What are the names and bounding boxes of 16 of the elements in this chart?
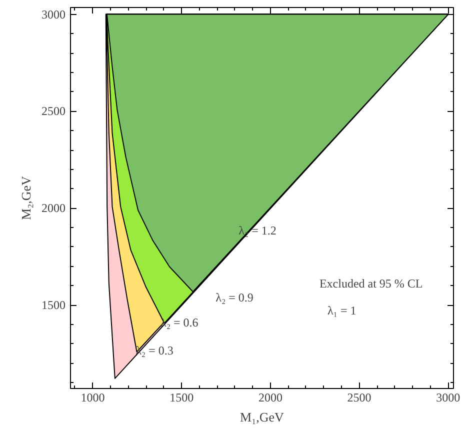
annotation: λ₂ = 0.6 bbox=[160, 316, 198, 330]
x-tick-label: 3000 bbox=[436, 390, 460, 404]
annotation: λ₂ = 0.9 bbox=[216, 290, 254, 304]
y-tick-label: 1500 bbox=[42, 298, 66, 312]
y-axis-title: M₂,GeV bbox=[18, 175, 34, 220]
annotation: λ₁ = 1 bbox=[327, 303, 356, 318]
x-tick-label: 2000 bbox=[258, 390, 282, 404]
annotation: λ₂ = 1.2 bbox=[238, 223, 276, 238]
y-tick-label: 3000 bbox=[42, 7, 66, 22]
y-tick-label: 2000 bbox=[42, 201, 66, 216]
x-axis-title: M₁,GeV bbox=[240, 410, 285, 424]
x-tick-label: 2500 bbox=[347, 390, 372, 404]
x-tick-label: 1500 bbox=[170, 390, 194, 404]
annotation: Excluded at 95 % CL bbox=[319, 276, 423, 290]
y-tick-label: 2500 bbox=[42, 104, 66, 118]
x-tick-label: 1000 bbox=[80, 390, 105, 404]
